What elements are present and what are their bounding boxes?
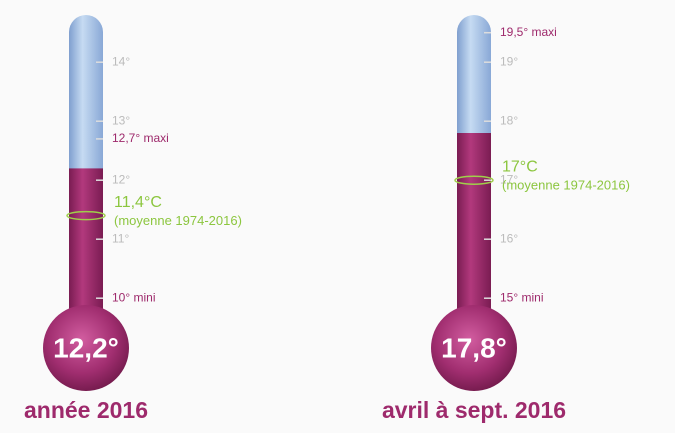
max-label: 19,5° maxi bbox=[500, 25, 557, 39]
tick-label: 12° bbox=[112, 172, 130, 186]
tick-label: 18° bbox=[500, 113, 518, 127]
bulb-value: 17,8° bbox=[441, 332, 507, 363]
mean-label: 17°C bbox=[502, 158, 538, 175]
min-label: 10° mini bbox=[112, 290, 155, 304]
tick-label: 13° bbox=[112, 113, 130, 127]
bulb-value: 12,2° bbox=[53, 332, 119, 363]
mean-label: 11,4°C bbox=[114, 194, 162, 211]
min-label: 15° mini bbox=[500, 290, 543, 304]
tick-label: 16° bbox=[500, 231, 518, 245]
infographic: 12,2° 11° 12° 13° 14° 10° mini 12,7° maxi 11,4°… bbox=[0, 0, 675, 433]
mean-note: (moyenne 1974-2016) bbox=[114, 213, 242, 228]
mean-note: (moyenne 1974-2016) bbox=[502, 178, 630, 193]
tick-label: 11° bbox=[112, 231, 129, 245]
max-label: 12,7° maxi bbox=[112, 131, 169, 145]
title: année 2016 bbox=[24, 397, 148, 423]
liquid bbox=[457, 133, 491, 330]
title: avril à sept. 2016 bbox=[382, 397, 566, 423]
tick-label: 19° bbox=[500, 54, 518, 68]
tick-label: 14° bbox=[112, 54, 130, 68]
